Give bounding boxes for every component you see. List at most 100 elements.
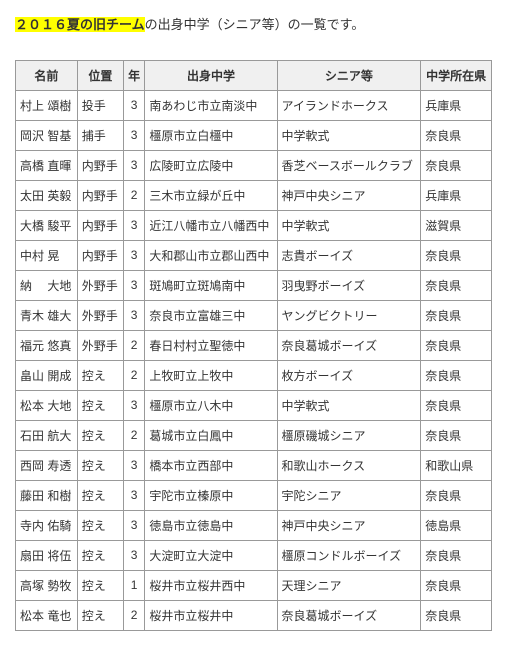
table-cell: 志貴ボーイズ — [277, 240, 421, 270]
table-header-cell: 出身中学 — [145, 60, 277, 90]
table-cell: 奈良県 — [421, 120, 492, 150]
table-cell: 香芝ベースボールクラブ — [277, 150, 421, 180]
table-cell: 三木市立緑が丘中 — [145, 180, 277, 210]
table-cell: 3 — [123, 150, 145, 180]
table-cell: 兵庫県 — [421, 90, 492, 120]
table-cell: 控え — [77, 360, 123, 390]
table-cell: 控え — [77, 450, 123, 480]
table-cell: 福元 悠真 — [16, 330, 78, 360]
table-header-cell: 年 — [123, 60, 145, 90]
table-row: 村上 頌樹投手3南あわじ市立南淡中アイランドホークス兵庫県 — [16, 90, 492, 120]
table-cell: 奈良葛城ボーイズ — [277, 600, 421, 630]
table-cell: 奈良県 — [421, 360, 492, 390]
table-cell: 奈良県 — [421, 480, 492, 510]
table-cell: 控え — [77, 420, 123, 450]
table-row: 青木 雄大外野手3奈良市立富雄三中ヤングビクトリー奈良県 — [16, 300, 492, 330]
table-row: 納 大地外野手3斑鳩町立斑鳩南中羽曳野ボーイズ奈良県 — [16, 270, 492, 300]
table-cell: 3 — [123, 300, 145, 330]
table-cell: 納 大地 — [16, 270, 78, 300]
table-cell: 宇陀シニア — [277, 480, 421, 510]
table-cell: 控え — [77, 390, 123, 420]
table-cell: 扇田 将伍 — [16, 540, 78, 570]
table-cell: 奈良県 — [421, 240, 492, 270]
table-cell: 3 — [123, 240, 145, 270]
table-cell: 上牧町立上牧中 — [145, 360, 277, 390]
players-table: 名前位置年出身中学シニア等中学所在県 村上 頌樹投手3南あわじ市立南淡中アイラン… — [15, 60, 492, 631]
table-cell: 2 — [123, 600, 145, 630]
table-cell: 内野手 — [77, 150, 123, 180]
table-header-cell: 中学所在県 — [421, 60, 492, 90]
table-cell: 3 — [123, 90, 145, 120]
table-cell: 2 — [123, 420, 145, 450]
table-cell: 橋本市立西部中 — [145, 450, 277, 480]
table-row: 扇田 将伍控え3大淀町立大淀中橿原コンドルボーイズ奈良県 — [16, 540, 492, 570]
table-cell: 奈良県 — [421, 300, 492, 330]
table-header-cell: 位置 — [77, 60, 123, 90]
table-cell: 奈良県 — [421, 420, 492, 450]
table-cell: 控え — [77, 540, 123, 570]
intro-highlight: ２０１６夏の旧チーム — [15, 17, 145, 32]
table-cell: 捕手 — [77, 120, 123, 150]
table-cell: 高塚 勢牧 — [16, 570, 78, 600]
table-row: 太田 英毅内野手2三木市立緑が丘中神戸中央シニア兵庫県 — [16, 180, 492, 210]
table-cell: 宇陀市立榛原中 — [145, 480, 277, 510]
table-cell: 3 — [123, 540, 145, 570]
table-cell: 3 — [123, 390, 145, 420]
table-cell: 奈良市立富雄三中 — [145, 300, 277, 330]
table-cell: 石田 航大 — [16, 420, 78, 450]
table-header-cell: シニア等 — [277, 60, 421, 90]
table-cell: 青木 雄大 — [16, 300, 78, 330]
table-cell: 大和郡山市立郡山西中 — [145, 240, 277, 270]
table-cell: 奈良県 — [421, 600, 492, 630]
table-row: 藤田 和樹控え3宇陀市立榛原中宇陀シニア奈良県 — [16, 480, 492, 510]
table-cell: 太田 英毅 — [16, 180, 78, 210]
table-cell: 控え — [77, 510, 123, 540]
table-cell: 村上 頌樹 — [16, 90, 78, 120]
table-cell: 高橋 直暉 — [16, 150, 78, 180]
table-cell: 畠山 開成 — [16, 360, 78, 390]
table-cell: 外野手 — [77, 300, 123, 330]
table-row: 石田 航大控え2葛城市立白鳳中橿原磯城シニア奈良県 — [16, 420, 492, 450]
table-cell: 大橋 駿平 — [16, 210, 78, 240]
table-cell: 2 — [123, 180, 145, 210]
table-cell: 徳島市立徳島中 — [145, 510, 277, 540]
intro-text: ２０１６夏の旧チームの出身中学（シニア等）の一覧です。 — [15, 15, 492, 35]
table-cell: 神戸中央シニア — [277, 510, 421, 540]
table-row: 松本 竜也控え2桜井市立桜井中奈良葛城ボーイズ奈良県 — [16, 600, 492, 630]
table-row: 寺内 佑騎控え3徳島市立徳島中神戸中央シニア徳島県 — [16, 510, 492, 540]
table-cell: 春日村村立聖徳中 — [145, 330, 277, 360]
table-cell: 滋賀県 — [421, 210, 492, 240]
table-row: 西岡 寿透控え3橋本市立西部中和歌山ホークス和歌山県 — [16, 450, 492, 480]
table-cell: ヤングビクトリー — [277, 300, 421, 330]
table-cell: 控え — [77, 570, 123, 600]
table-row: 畠山 開成控え2上牧町立上牧中枚方ボーイズ奈良県 — [16, 360, 492, 390]
table-cell: 3 — [123, 120, 145, 150]
table-cell: 奈良県 — [421, 330, 492, 360]
table-row: 大橋 駿平内野手3近江八幡市立八幡西中中学軟式滋賀県 — [16, 210, 492, 240]
table-cell: アイランドホークス — [277, 90, 421, 120]
table-row: 高橋 直暉内野手3広陵町立広陵中香芝ベースボールクラブ奈良県 — [16, 150, 492, 180]
table-cell: 橿原市立八木中 — [145, 390, 277, 420]
table-cell: 藤田 和樹 — [16, 480, 78, 510]
table-cell: 内野手 — [77, 240, 123, 270]
table-row: 中村 晃内野手3大和郡山市立郡山西中志貴ボーイズ奈良県 — [16, 240, 492, 270]
table-cell: 斑鳩町立斑鳩南中 — [145, 270, 277, 300]
table-cell: 枚方ボーイズ — [277, 360, 421, 390]
table-cell: 3 — [123, 510, 145, 540]
table-cell: 奈良葛城ボーイズ — [277, 330, 421, 360]
table-cell: 控え — [77, 600, 123, 630]
table-cell: 岡沢 智基 — [16, 120, 78, 150]
table-cell: 松本 大地 — [16, 390, 78, 420]
table-cell: 西岡 寿透 — [16, 450, 78, 480]
table-header-row: 名前位置年出身中学シニア等中学所在県 — [16, 60, 492, 90]
table-cell: 1 — [123, 570, 145, 600]
table-cell: 奈良県 — [421, 570, 492, 600]
table-row: 福元 悠真外野手2春日村村立聖徳中奈良葛城ボーイズ奈良県 — [16, 330, 492, 360]
table-cell: 3 — [123, 450, 145, 480]
table-header-cell: 名前 — [16, 60, 78, 90]
table-cell: 2 — [123, 360, 145, 390]
table-cell: 奈良県 — [421, 270, 492, 300]
table-cell: 中学軟式 — [277, 390, 421, 420]
table-row: 松本 大地控え3橿原市立八木中中学軟式奈良県 — [16, 390, 492, 420]
table-cell: 桜井市立桜井中 — [145, 600, 277, 630]
